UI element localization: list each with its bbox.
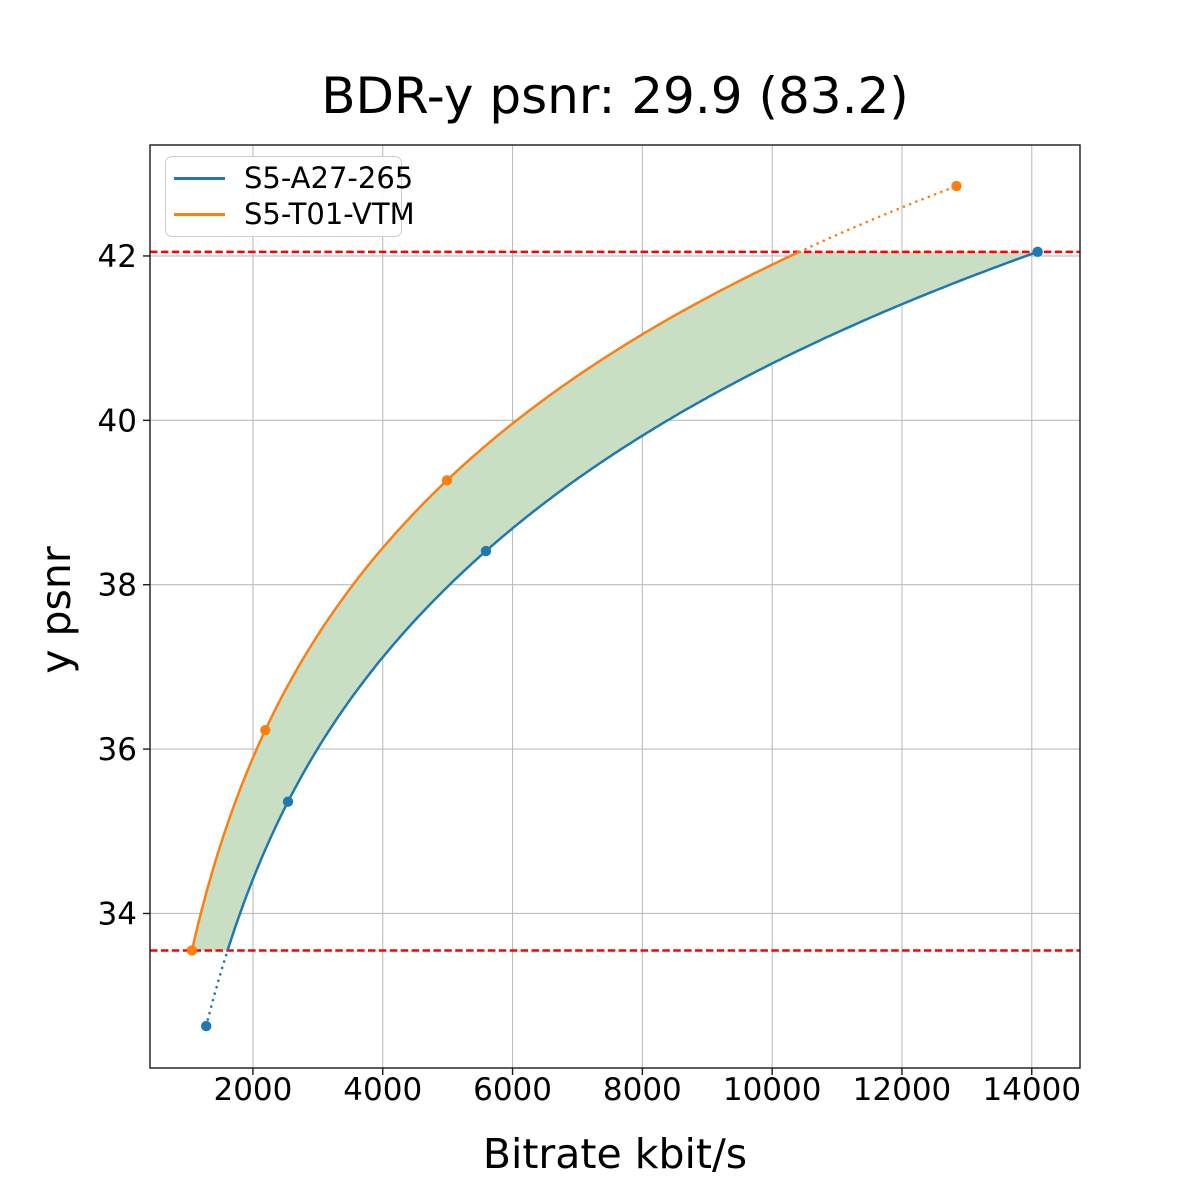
x-tick-label: 14000: [982, 1072, 1081, 1108]
legend-label: S5-A27-265: [244, 161, 414, 196]
bd-overlap-band: [191, 251, 1038, 951]
series-curve-S5-A27-265-dotted: [204, 949, 229, 1028]
data-point-marker-S5-T01-VTM: [260, 724, 271, 736]
x-tick-label: 6000: [473, 1072, 552, 1108]
x-tick-label: 10000: [723, 1072, 822, 1108]
legend-item: S5-T01-VTM: [166, 197, 415, 231]
legend-line-sample: [174, 177, 225, 181]
y-axis-label: y psnr: [32, 546, 80, 674]
series-curve-S5-T01-VTM-solid: [190, 250, 800, 951]
data-point-marker-S5-A27-265: [282, 796, 294, 807]
x-tick-label: 12000: [853, 1072, 952, 1108]
chart-title: BDR-y psnr: 29.9 (83.2): [321, 67, 909, 125]
legend-label: S5-T01-VTM: [244, 196, 415, 231]
x-tick-label: 4000: [343, 1072, 422, 1108]
legend-line-sample: [174, 212, 225, 216]
data-point-marker-S5-A27-265: [201, 1020, 212, 1032]
data-point-marker-S5-A27-265: [480, 545, 492, 557]
data-point-marker-S5-A27-265: [1032, 246, 1043, 258]
data-point-marker-S5-T01-VTM: [441, 475, 453, 486]
x-tick-label: 2000: [213, 1072, 292, 1108]
y-tick-label: 34: [98, 896, 137, 932]
x-axis-label: Bitrate kbit/s: [482, 1130, 748, 1178]
data-point-marker-S5-T01-VTM: [186, 945, 198, 956]
plot-spine: [149, 144, 1081, 1069]
series-curve-S5-A27-265-solid: [226, 250, 1039, 951]
y-tick-label: 40: [98, 403, 137, 439]
series-curve-S5-T01-VTM-dotted: [798, 184, 958, 254]
x-tick-label: 8000: [603, 1072, 682, 1108]
y-tick-label: 38: [98, 568, 137, 604]
y-tick-label: 36: [98, 732, 137, 768]
data-point-marker-S5-T01-VTM: [951, 180, 962, 192]
y-tick-label: 42: [98, 239, 137, 275]
legend: S5-A27-265 S5-T01-VTM: [165, 156, 415, 237]
legend-item: S5-A27-265: [166, 162, 413, 196]
